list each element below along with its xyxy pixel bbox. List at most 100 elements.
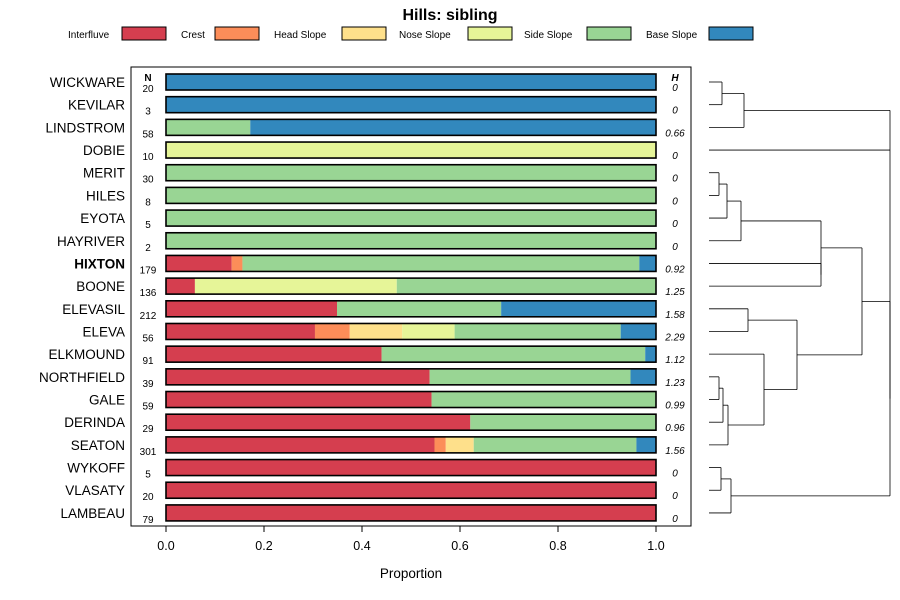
bar-outline-hixton [165,254,657,273]
legend-label-crest: Crest [181,30,205,41]
n-value-dobie: 10 [142,152,154,163]
h-value-dobie: 0 [672,151,678,162]
h-value-eyota: 0 [672,219,678,230]
n-value-derinda: 29 [142,424,154,435]
legend-swatch-head-slope [341,26,387,41]
bar-segment-wickware-base-slope [166,74,656,90]
bar-segment-elevasil-side-slope [337,300,502,317]
bar-outline-merit [165,163,657,182]
series-label-wykoff: WYKOFF [67,461,125,476]
n-value-hayriver: 2 [145,243,151,254]
series-label-hayriver: HAYRIVER [57,234,125,249]
series-label-elevasil: ELEVASIL [62,302,125,317]
bar-outline-derinda [165,413,657,432]
x-tick-label: 0.6 [451,539,468,553]
bar-segment-hixton-base-slope [639,255,656,272]
bar-segment-boone-nose-slope [194,278,397,295]
bar-outline-hayriver [165,231,657,250]
bar-segment-seaton-interfluve [166,436,435,453]
bar-segment-eleva-nose-slope [402,323,455,340]
n-value-eyota: 5 [145,220,151,231]
bars [165,73,657,522]
bar-outline-lambeau [165,504,657,522]
x-tick-label: 0.8 [549,539,566,553]
bar-outline-wykoff [165,458,657,477]
n-value-northfield: 39 [142,379,154,390]
legend-label-base-slope: Base Slope [646,30,698,41]
bar-outline-eleva [165,322,657,341]
series-label-lambeau: LAMBEAU [60,506,125,521]
bar-segment-northfield-side-slope [429,368,631,385]
chart-title: Hills: sibling [402,7,497,24]
series-label-hiles: HILES [86,188,125,203]
bar-segment-hixton-crest [231,255,243,272]
series-label-lindstrom: LINDSTROM [45,120,125,135]
n-labels: 20 3 58 10 30 8 5 2 179 136 212 56 91 39 59 29 301 5 20 79 [140,84,157,526]
bar-outline-gale [165,390,657,409]
bar-outline-wickware [165,73,657,91]
bar-outline-vlasaty [165,481,657,500]
h-value-elevasil: 1.58 [665,310,685,321]
bar-segment-wykoff-interfluve [166,459,656,476]
x-tick-label: 0.2 [255,539,272,553]
bar-segment-boone-side-slope [396,278,656,295]
h-value-northfield: 1.23 [665,378,685,389]
bar-segment-dobie-nose-slope [166,142,656,159]
n-value-vlasaty: 20 [142,492,154,503]
bar-segment-northfield-base-slope [630,368,656,385]
n-value-elevasil: 212 [140,311,157,322]
n-value-lindstrom: 58 [142,129,154,140]
bar-outline-eyota [165,209,657,227]
n-value-lambeau: 79 [142,515,154,526]
x-tick-label: 0.0 [157,539,174,553]
bar-segment-merit-side-slope [166,164,656,181]
bar-segment-eyota-side-slope [166,210,656,227]
bar-outline-elevasil [165,299,657,318]
x-axis: 0.0 0.2 0.4 0.6 0.8 1.0 [157,526,665,553]
series-label-eleva: ELEVA [82,324,125,339]
n-value-merit: 30 [142,175,154,186]
h-value-hayriver: 0 [672,242,678,253]
h-value-derinda: 0.96 [665,423,685,434]
bar-segment-boone-interfluve [166,278,195,295]
bar-segment-kevilar-base-slope [166,96,656,113]
bar-outline-seaton [165,436,657,454]
dendrogram [709,81,891,514]
legend-label-head-slope: Head Slope [274,30,327,41]
series-label-seaton: SEATON [71,438,125,453]
bar-segment-elevasil-base-slope [501,300,656,317]
n-value-eleva: 56 [142,333,154,344]
bar-segment-gale-side-slope [431,391,656,408]
bar-segment-eleva-crest [314,323,350,340]
h-value-eleva: 2.29 [664,332,685,343]
legend-swatch-crest [214,26,260,41]
bar-segment-gale-interfluve [166,391,432,408]
n-value-hiles: 8 [145,197,151,208]
bar-segment-elevasil-interfluve [166,300,338,317]
bar-segment-hiles-side-slope [166,187,656,204]
bar-segment-lindstrom-base-slope [250,119,656,136]
h-column-header: H [671,73,679,84]
n-value-seaton: 301 [140,447,157,458]
legend-label-nose-slope: Nose Slope [399,30,451,41]
h-value-wickware: 0 [672,83,678,94]
bar-segment-lindstrom-side-slope [166,119,251,136]
series-label-dobie: DOBIE [83,143,125,158]
bar-segment-hixton-side-slope [242,255,640,272]
h-value-elkmound: 1.12 [665,355,685,366]
series-label-eyota: EYOTA [80,211,125,226]
bar-segment-lambeau-interfluve [166,504,656,521]
n-value-wickware: 20 [142,84,154,95]
legend-swatch-base-slope [708,26,754,41]
legend-label-interfluve: Interfluve [68,30,110,41]
bar-segment-seaton-base-slope [636,436,656,453]
bar-segment-eleva-head-slope [349,323,403,340]
x-tick-label: 0.4 [353,539,370,553]
x-axis-label: Proportion [380,566,442,581]
bar-outline-northfield [165,368,657,386]
series-label-merit: MERIT [83,166,125,181]
h-value-lambeau: 0 [672,514,678,525]
series-labels: WICKWARE KEVILAR LINDSTROM DOBIE MERIT HILES E… [39,75,125,521]
bar-segment-elkmound-interfluve [166,346,382,363]
